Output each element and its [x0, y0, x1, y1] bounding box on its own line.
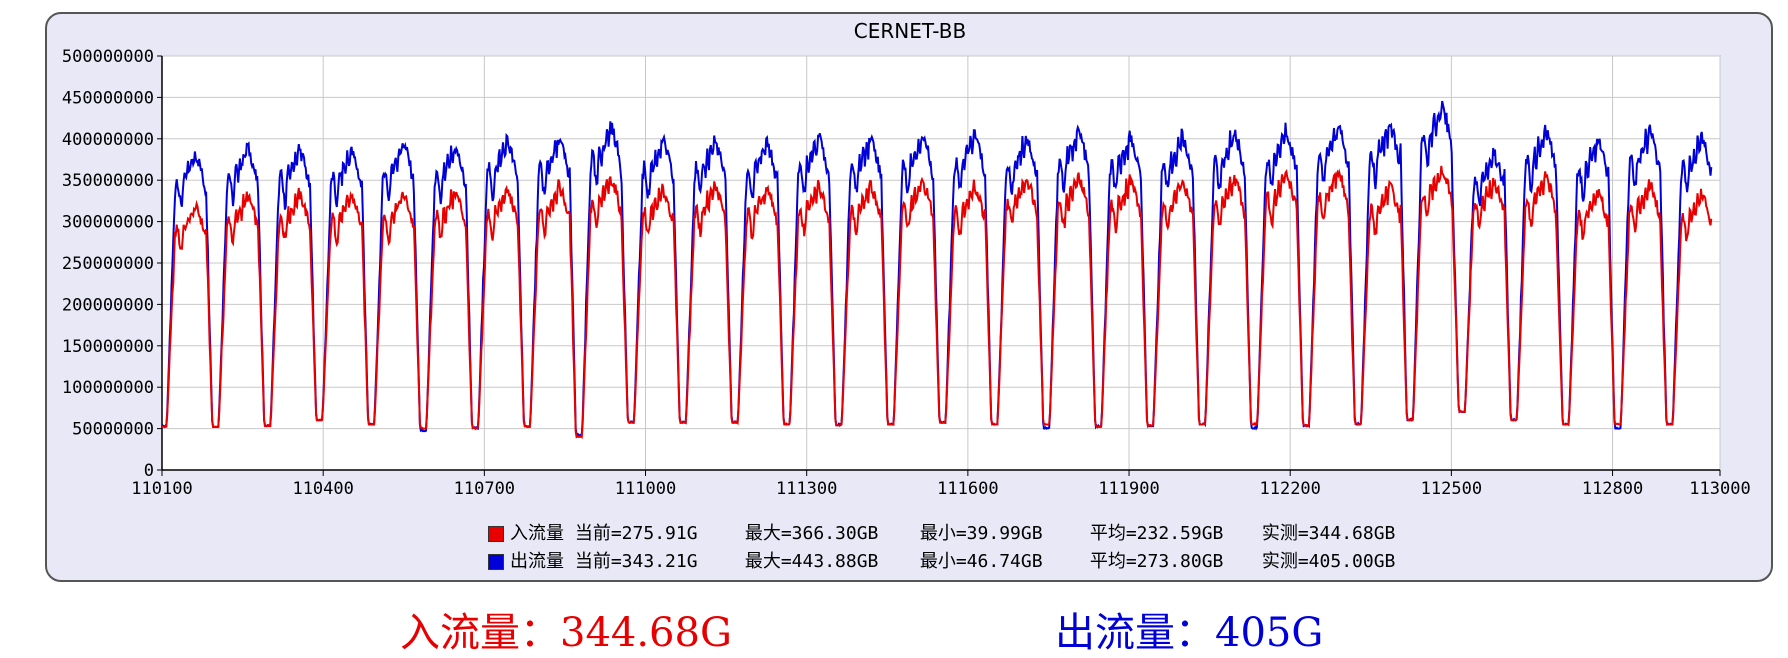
x-tick-label: 112800: [1582, 479, 1643, 499]
legend-row-out: 出流量 当前=343.21G 最大=443.88GB 最小=46.74GB 平均…: [488, 548, 1395, 576]
chart-title: CERNET-BB: [854, 19, 966, 43]
y-tick-label: 300000000: [62, 213, 154, 233]
legend-current-out: 当前=343.21G: [574, 551, 698, 572]
y-tick-label: 150000000: [62, 337, 154, 357]
y-tick-label: 350000000: [62, 171, 154, 191]
y-tick-label: 400000000: [62, 130, 154, 150]
x-tick-label: 112500: [1421, 479, 1482, 499]
y-tick-label: 100000000: [62, 378, 154, 398]
x-tick-label: 110100: [131, 479, 192, 499]
legend-name-out: 出流量: [510, 551, 564, 572]
legend-swatch-out: [488, 554, 504, 570]
y-tick-label: 0: [144, 461, 154, 481]
legend-name-in: 入流量: [510, 523, 564, 544]
legend-row-in: 入流量 当前=275.91G 最大=366.30GB 最小=39.99GB 平均…: [488, 520, 1395, 548]
x-tick-label: 112200: [1259, 479, 1320, 499]
y-tick-label: 500000000: [62, 47, 154, 67]
caption-out: 出流量：405G: [1055, 610, 1324, 656]
y-tick-label: 250000000: [62, 254, 154, 274]
legend: 入流量 当前=275.91G 最大=366.30GB 最小=39.99GB 平均…: [488, 520, 1395, 576]
x-tick-label: 110400: [292, 479, 353, 499]
y-tick-label: 200000000: [62, 295, 154, 315]
x-tick-label: 113000: [1689, 479, 1750, 499]
legend-avg-in: 平均=232.59GB: [1089, 523, 1224, 544]
legend-min-out: 最小=46.74GB: [919, 551, 1043, 572]
legend-swatch-in: [488, 526, 504, 542]
legend-avg-out: 平均=273.80GB: [1089, 551, 1224, 572]
x-axis: 110100 110400 110700 111000 111300 111600 1119…: [131, 469, 1751, 499]
y-axis: 0 50000000 100000000 150000000 200000000 2500…: [62, 47, 163, 481]
legend-measured-in: 实测=344.68GB: [1261, 523, 1396, 544]
caption-in: 入流量：344.68G: [400, 610, 732, 656]
series-line-in: [162, 165, 1713, 440]
y-tick-label: 450000000: [62, 88, 154, 108]
x-tick-label: 111900: [1098, 479, 1159, 499]
legend-current-in: 当前=275.91G: [574, 523, 698, 544]
legend-measured-out: 实测=405.00GB: [1261, 551, 1396, 572]
legend-min-in: 最小=39.99GB: [919, 523, 1043, 544]
legend-max-out: 最大=443.88GB: [744, 551, 879, 572]
legend-max-in: 最大=366.30GB: [744, 523, 879, 544]
y-tick-label: 50000000: [72, 420, 154, 440]
x-tick-label: 111600: [937, 479, 998, 499]
series-lines: [161, 100, 1713, 440]
x-tick-label: 111300: [776, 479, 837, 499]
x-tick-label: 110700: [454, 479, 515, 499]
x-tick-label: 111000: [615, 479, 676, 499]
